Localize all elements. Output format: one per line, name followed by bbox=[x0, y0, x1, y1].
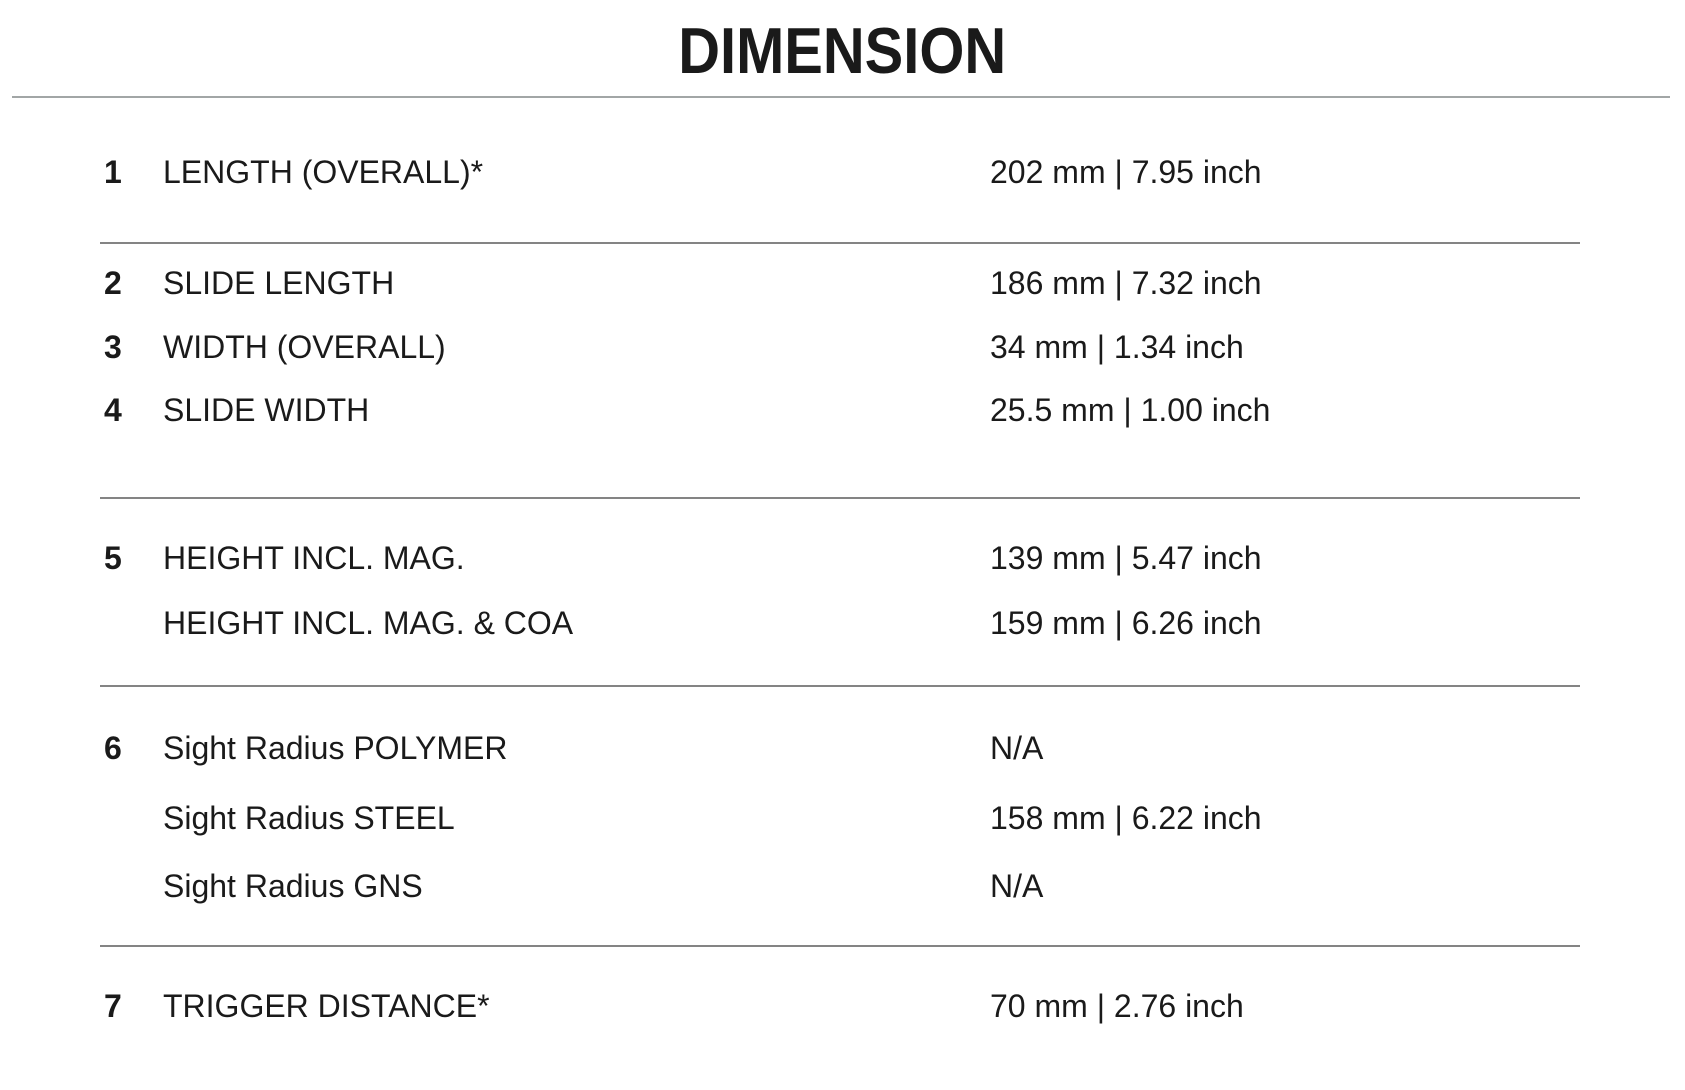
spec-number: 2 bbox=[104, 265, 122, 301]
spec-number: 7 bbox=[104, 988, 122, 1024]
spec-value: 34 mm | 1.34 inch bbox=[990, 329, 1244, 365]
spec-value: N/A bbox=[990, 730, 1044, 766]
spec-number: 4 bbox=[104, 392, 122, 428]
spec-value: 202 mm | 7.95 inch bbox=[990, 154, 1262, 190]
spec-label: SLIDE WIDTH bbox=[163, 392, 370, 428]
section-divider bbox=[100, 242, 1580, 244]
spec-row-sight-radius-gns: Sight Radius GNS N/A bbox=[0, 868, 1685, 904]
spec-label: WIDTH (OVERALL) bbox=[163, 329, 446, 365]
spec-row-sight-radius-polymer: 6 Sight Radius POLYMER N/A bbox=[0, 730, 1685, 766]
spec-row-width-overall: 3 WIDTH (OVERALL) 34 mm | 1.34 inch bbox=[0, 329, 1685, 365]
spec-row-slide-length: 2 SLIDE LENGTH 186 mm | 7.32 inch bbox=[0, 265, 1685, 301]
spec-label: HEIGHT INCL. MAG. bbox=[163, 540, 465, 576]
spec-value: 25.5 mm | 1.00 inch bbox=[990, 392, 1271, 428]
section-divider bbox=[100, 945, 1580, 947]
spec-row-slide-width: 4 SLIDE WIDTH 25.5 mm | 1.00 inch bbox=[0, 392, 1685, 428]
page-title: DIMENSION bbox=[678, 14, 1007, 87]
spec-row-height-incl-mag: 5 HEIGHT INCL. MAG. 139 mm | 5.47 inch bbox=[0, 540, 1685, 576]
spec-value: 70 mm | 2.76 inch bbox=[990, 988, 1244, 1024]
spec-number: 5 bbox=[104, 540, 122, 576]
spec-label: LENGTH (OVERALL)* bbox=[163, 154, 484, 190]
spec-label: Sight Radius STEEL bbox=[163, 800, 455, 836]
spec-value: 159 mm | 6.26 inch bbox=[990, 605, 1262, 641]
section-divider bbox=[100, 497, 1580, 499]
spec-label: Sight Radius GNS bbox=[163, 868, 423, 904]
spec-value: 139 mm | 5.47 inch bbox=[990, 540, 1262, 576]
spec-row-sight-radius-steel: Sight Radius STEEL 158 mm | 6.22 inch bbox=[0, 800, 1685, 836]
section-divider bbox=[100, 685, 1580, 687]
spec-number: 6 bbox=[104, 730, 122, 766]
spec-number: 3 bbox=[104, 329, 122, 365]
spec-row-height-incl-mag-coa: HEIGHT INCL. MAG. & COA 159 mm | 6.26 in… bbox=[0, 605, 1685, 641]
spec-label: HEIGHT INCL. MAG. & COA bbox=[163, 605, 574, 641]
spec-number: 1 bbox=[104, 154, 122, 190]
spec-label: SLIDE LENGTH bbox=[163, 265, 395, 301]
title-divider bbox=[12, 96, 1670, 98]
spec-label: TRIGGER DISTANCE* bbox=[163, 988, 490, 1024]
spec-value: 158 mm | 6.22 inch bbox=[990, 800, 1262, 836]
spec-row-trigger-distance: 7 TRIGGER DISTANCE* 70 mm | 2.76 inch bbox=[0, 988, 1685, 1024]
page-title-wrap: DIMENSION bbox=[0, 16, 1685, 86]
spec-label: Sight Radius POLYMER bbox=[163, 730, 508, 766]
spec-value: N/A bbox=[990, 868, 1044, 904]
spec-value: 186 mm | 7.32 inch bbox=[990, 265, 1262, 301]
spec-row-length-overall: 1 LENGTH (OVERALL)* 202 mm | 7.95 inch bbox=[0, 154, 1685, 190]
